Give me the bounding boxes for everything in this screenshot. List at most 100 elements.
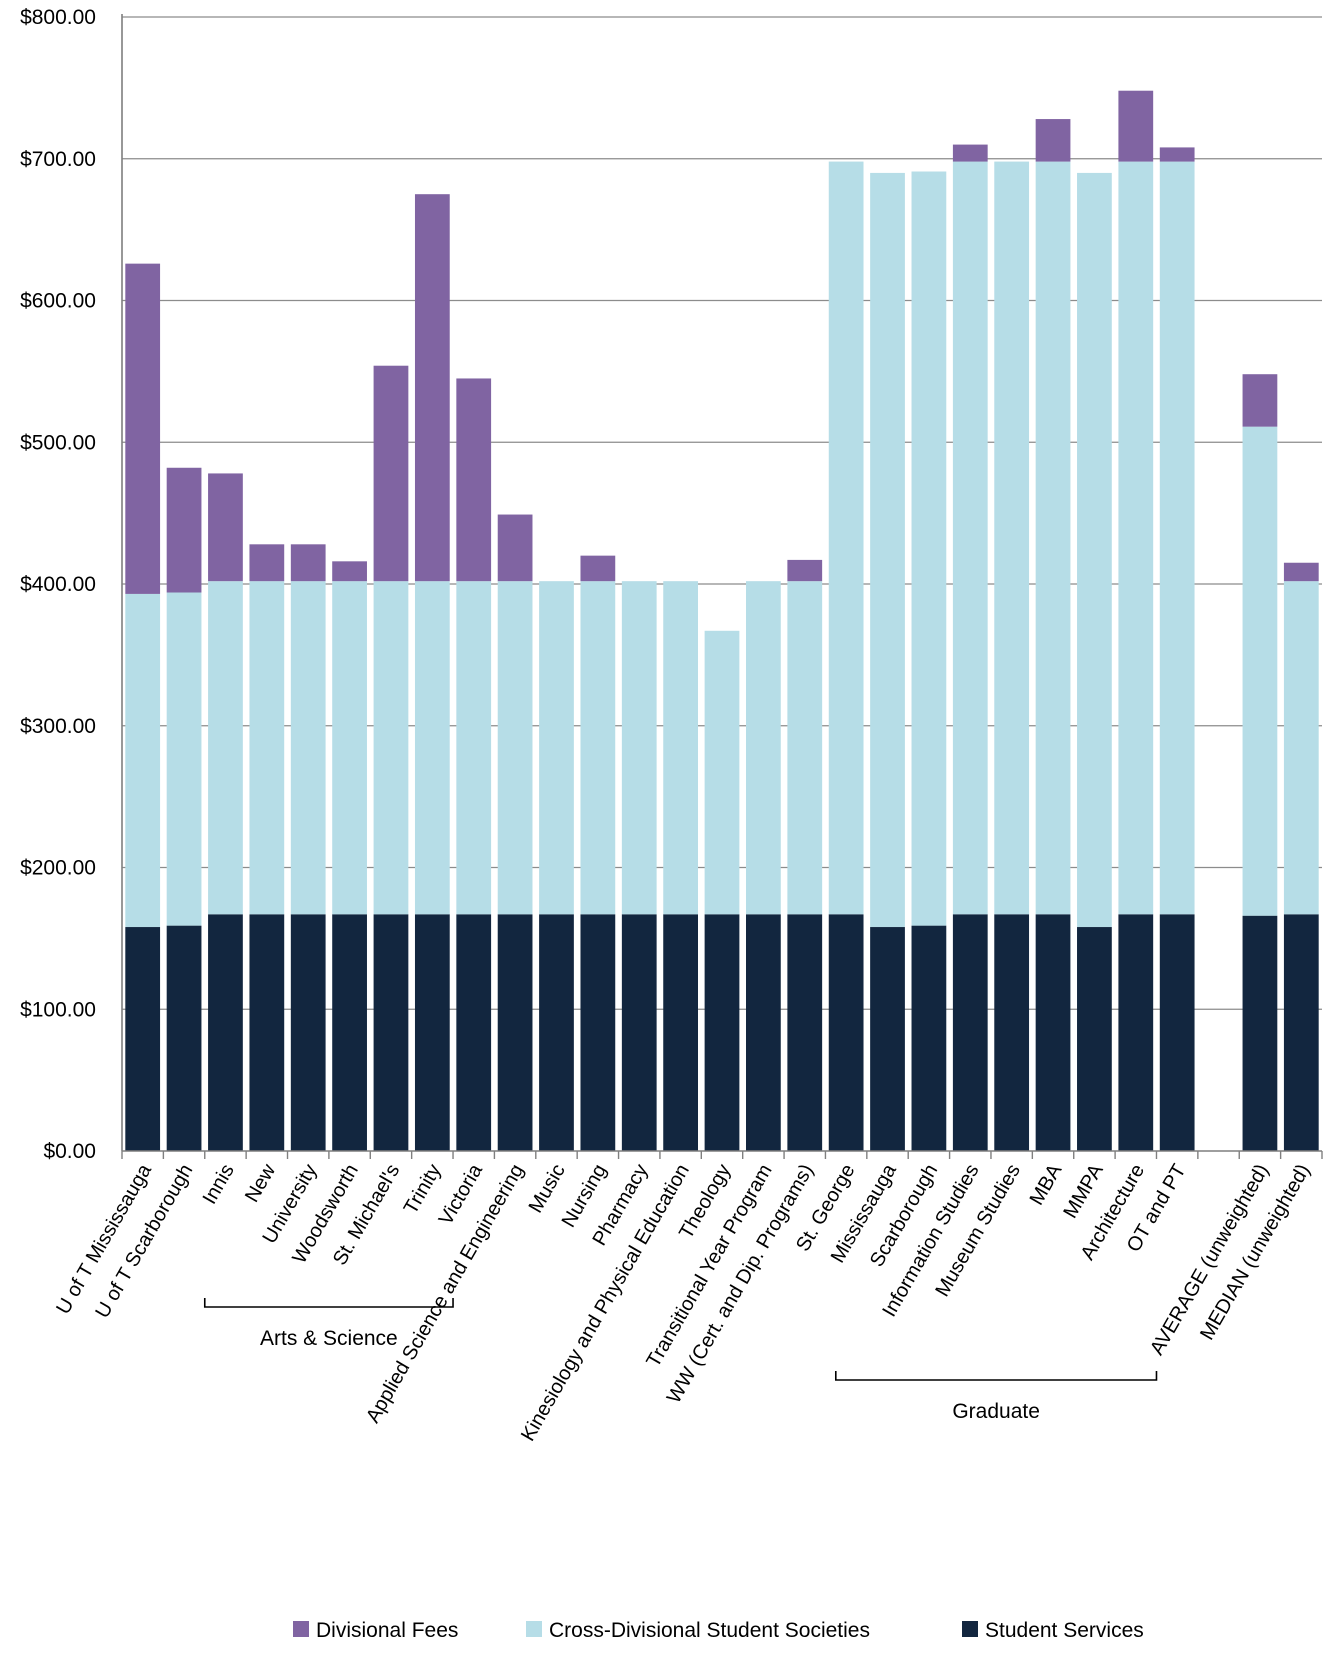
y-tick-label: $300.00	[20, 715, 96, 738]
bar-segment	[290, 914, 326, 1151]
bar-segment	[332, 914, 367, 1151]
legend-label: Student Services	[985, 1619, 1144, 1642]
bar-segment	[952, 144, 988, 162]
legend-swatch	[526, 1621, 542, 1637]
y-tick-label: $100.00	[20, 998, 96, 1021]
legend-swatch	[962, 1621, 978, 1637]
group-label: Graduate	[952, 1400, 1040, 1423]
group-brackets: Arts & Science Graduate	[203, 1298, 1158, 1423]
bar-segment	[828, 914, 864, 1151]
bar-segment	[1035, 914, 1071, 1151]
bar-segment	[1035, 161, 1071, 915]
bar-segment	[497, 581, 533, 915]
bar-segment	[497, 914, 533, 1151]
bar-segment	[456, 378, 492, 582]
y-tick-label: $700.00	[20, 148, 96, 171]
bar-segment	[580, 555, 616, 582]
bar-segment	[166, 467, 202, 593]
legend-label: Cross-Divisional Student Societies	[549, 1619, 870, 1642]
bar-segment	[787, 559, 823, 582]
bar-segment	[870, 172, 905, 928]
bar-segment	[621, 581, 657, 915]
y-tick-label: $400.00	[20, 573, 96, 596]
bar-segment	[580, 914, 616, 1151]
bar-segment	[1035, 119, 1071, 162]
bar-segment	[911, 925, 947, 1151]
bar-segment	[290, 581, 326, 915]
bar-segment	[994, 161, 1030, 915]
bar-segment	[373, 365, 409, 582]
axis-layer: $0.00 $100.00 $200.00 $300.00 $400.00 $500.00…	[20, 6, 1323, 1163]
bar-segment	[166, 592, 202, 926]
x-tick-label: MBA	[1026, 1160, 1067, 1209]
bar-segment	[332, 581, 367, 915]
bars-layer	[125, 90, 1319, 1151]
bar-segment	[414, 194, 450, 582]
bar-segment	[456, 581, 492, 915]
bar-segment	[704, 630, 740, 915]
bar-segment	[663, 581, 698, 915]
bar-segment	[414, 581, 450, 915]
bar-segment	[621, 914, 657, 1151]
bar-segment	[125, 263, 161, 594]
bar-segment	[373, 914, 409, 1151]
legend: Divisional Fees Cross-Divisional Student …	[293, 1619, 1144, 1642]
bar-segment	[870, 927, 905, 1151]
bar-segment	[828, 161, 864, 915]
bar-segment	[1118, 161, 1154, 915]
bar-segment	[1159, 914, 1195, 1151]
bar-segment	[1159, 161, 1195, 915]
y-tick-label: $500.00	[20, 431, 96, 454]
bar-segment	[1159, 147, 1195, 162]
bar-segment	[1077, 927, 1112, 1151]
bar-segment	[704, 914, 740, 1151]
x-tick-label: Innis	[199, 1161, 239, 1209]
bar-segment	[539, 914, 574, 1151]
x-tick-label: Music	[525, 1161, 570, 1217]
bar-segment	[580, 581, 616, 915]
bar-segment	[208, 914, 243, 1151]
bar-segment	[249, 544, 285, 582]
bar-segment	[952, 914, 988, 1151]
y-tick-label: $0.00	[43, 1140, 96, 1163]
bar-segment	[1242, 915, 1278, 1151]
bar-segment	[456, 914, 492, 1151]
bar-segment	[332, 561, 367, 582]
bar-segment	[952, 161, 988, 915]
bar-segment	[1118, 90, 1154, 162]
bar-segment	[746, 581, 781, 915]
bar-segment	[1242, 374, 1278, 427]
bar-segment	[1283, 581, 1319, 915]
bar-segment	[746, 914, 781, 1151]
bar-segment	[539, 581, 574, 915]
legend-label: Divisional Fees	[316, 1619, 458, 1642]
bar-segment	[208, 581, 243, 915]
bar-segment	[125, 593, 161, 928]
x-tick-label: New	[241, 1160, 280, 1206]
bar-segment	[787, 581, 823, 915]
bar-segment	[497, 514, 533, 582]
bar-segment	[208, 473, 243, 582]
bar-segment	[1077, 172, 1112, 928]
bar-segment	[373, 581, 409, 915]
bar-segment	[166, 925, 202, 1151]
bar-segment	[125, 927, 161, 1151]
bar-segment	[911, 171, 947, 926]
group-bracket	[834, 1371, 1158, 1381]
group-label: Arts & Science	[260, 1327, 398, 1350]
bar-segment	[1242, 426, 1278, 916]
bar-segment	[414, 914, 450, 1151]
y-tick-label: $200.00	[20, 857, 96, 880]
bar-segment	[249, 914, 285, 1151]
bar-segment	[994, 914, 1030, 1151]
bar-segment	[663, 914, 698, 1151]
y-tick-label: $600.00	[20, 290, 96, 313]
legend-swatch	[293, 1621, 309, 1637]
bar-segment	[787, 914, 823, 1151]
bar-segment	[1118, 914, 1154, 1151]
bar-segment	[290, 544, 326, 582]
bar-segment	[1283, 914, 1319, 1151]
